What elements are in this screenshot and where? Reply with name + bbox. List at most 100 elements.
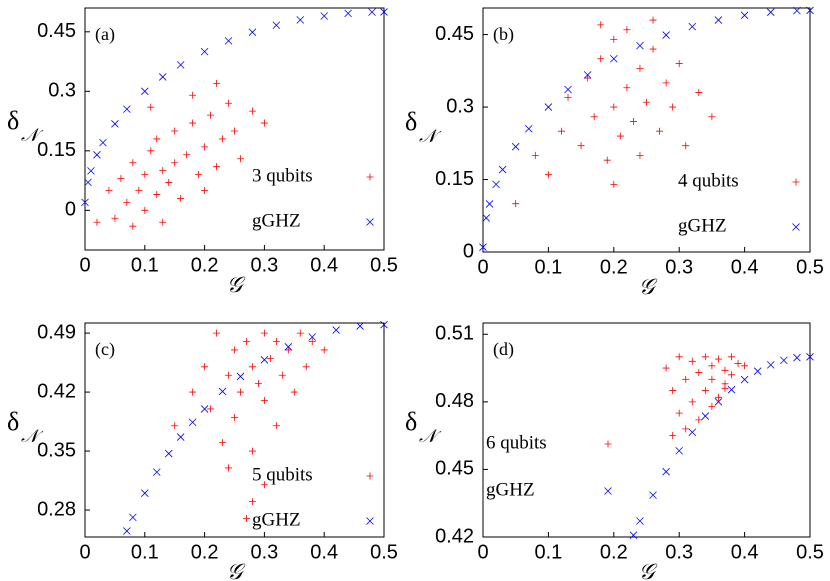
x-tick-label: 0.3 xyxy=(250,541,278,563)
data-point xyxy=(544,103,553,111)
x-tick-label: 0 xyxy=(477,256,488,278)
y-tick-label: 0.48 xyxy=(435,390,474,412)
x-tick-label: 0.3 xyxy=(250,254,278,276)
data-point xyxy=(682,375,690,383)
data-point xyxy=(780,356,788,365)
data-point xyxy=(557,127,565,135)
x-tick-label: 0.1 xyxy=(131,254,159,276)
data-point xyxy=(701,387,709,395)
data-point xyxy=(195,171,203,179)
y-tick-label: 0.45 xyxy=(435,458,474,480)
data-point xyxy=(171,127,179,135)
panel-label: (c) xyxy=(95,339,115,360)
data-point xyxy=(675,446,683,455)
y-tick-label: 0.42 xyxy=(435,525,474,547)
legend-label: 3 qubits xyxy=(252,165,313,186)
data-point xyxy=(111,214,119,222)
data-point xyxy=(734,360,742,368)
data-point xyxy=(688,428,697,437)
x-axis-label: 𝒢 xyxy=(639,274,658,299)
data-point xyxy=(524,124,533,133)
y-axis-label: δ xyxy=(7,106,19,135)
data-point xyxy=(153,190,161,198)
data-point xyxy=(498,165,507,174)
x-tick-label: 0.3 xyxy=(665,541,693,563)
legend-marker xyxy=(366,472,374,480)
data-point xyxy=(158,73,167,81)
data-point xyxy=(207,405,215,413)
data-point xyxy=(662,467,670,476)
data-point xyxy=(266,354,274,362)
data-point xyxy=(260,119,268,127)
data-point xyxy=(99,138,107,147)
data-point xyxy=(675,409,683,417)
data-point xyxy=(669,432,677,440)
data-point xyxy=(753,367,762,375)
data-point xyxy=(741,362,749,370)
x-tick-label: 0.5 xyxy=(796,256,824,278)
data-point xyxy=(296,16,305,24)
data-point xyxy=(254,380,262,388)
data-point xyxy=(201,186,209,194)
x-tick-label: 0.3 xyxy=(665,256,693,278)
data-point xyxy=(147,103,155,111)
data-point xyxy=(714,398,723,406)
data-point xyxy=(189,388,197,396)
data-point xyxy=(207,111,215,119)
data-point xyxy=(308,338,316,346)
data-point xyxy=(147,147,155,155)
data-point xyxy=(201,143,209,151)
data-point xyxy=(87,167,95,175)
data-point xyxy=(701,353,709,361)
data-point xyxy=(649,491,657,499)
data-point xyxy=(164,449,173,458)
panel-label: (b) xyxy=(493,24,514,45)
x-axis-label: 𝒢 xyxy=(227,272,246,297)
data-point xyxy=(159,218,167,226)
y-tick-label: 0.42 xyxy=(37,380,76,402)
data-point xyxy=(308,333,317,341)
data-point xyxy=(740,375,749,384)
data-point xyxy=(189,91,197,99)
data-point xyxy=(123,527,131,535)
data-point xyxy=(296,329,304,337)
data-point xyxy=(806,6,814,15)
x-axis-label: 𝒢 xyxy=(227,559,246,581)
legend-marker xyxy=(366,173,374,181)
data-point xyxy=(260,356,269,364)
x-tick-label: 0.4 xyxy=(731,256,759,278)
x-tick-label: 0 xyxy=(79,254,90,276)
y-tick-label: 0.28 xyxy=(37,498,76,520)
data-point xyxy=(231,346,238,354)
data-point xyxy=(380,320,388,329)
legend-marker xyxy=(366,517,374,525)
data-point xyxy=(260,481,268,489)
x-tick-label: 0.2 xyxy=(191,541,219,563)
data-point xyxy=(225,371,233,379)
x-axis-label: 𝒢 xyxy=(639,559,658,581)
plot-frame xyxy=(482,7,811,253)
data-point xyxy=(248,447,256,455)
data-point xyxy=(213,163,221,171)
data-point xyxy=(129,222,137,230)
data-point xyxy=(236,155,244,163)
y-axis-label: δ xyxy=(7,407,19,436)
data-point xyxy=(695,89,703,97)
data-point xyxy=(356,322,364,330)
x-tick-label: 0.4 xyxy=(731,541,759,563)
data-point xyxy=(117,175,125,183)
data-point xyxy=(511,142,520,151)
data-point xyxy=(368,8,376,16)
data-point xyxy=(564,93,572,101)
y-tick-label: 0.45 xyxy=(435,23,474,45)
data-point xyxy=(544,171,552,179)
data-point xyxy=(682,142,690,150)
data-point xyxy=(649,16,657,24)
legend-marker xyxy=(366,218,374,226)
data-point xyxy=(213,79,221,87)
data-point xyxy=(183,151,191,159)
x-tick-label: 0.5 xyxy=(370,541,398,563)
data-point xyxy=(708,402,716,410)
data-point xyxy=(721,384,729,392)
